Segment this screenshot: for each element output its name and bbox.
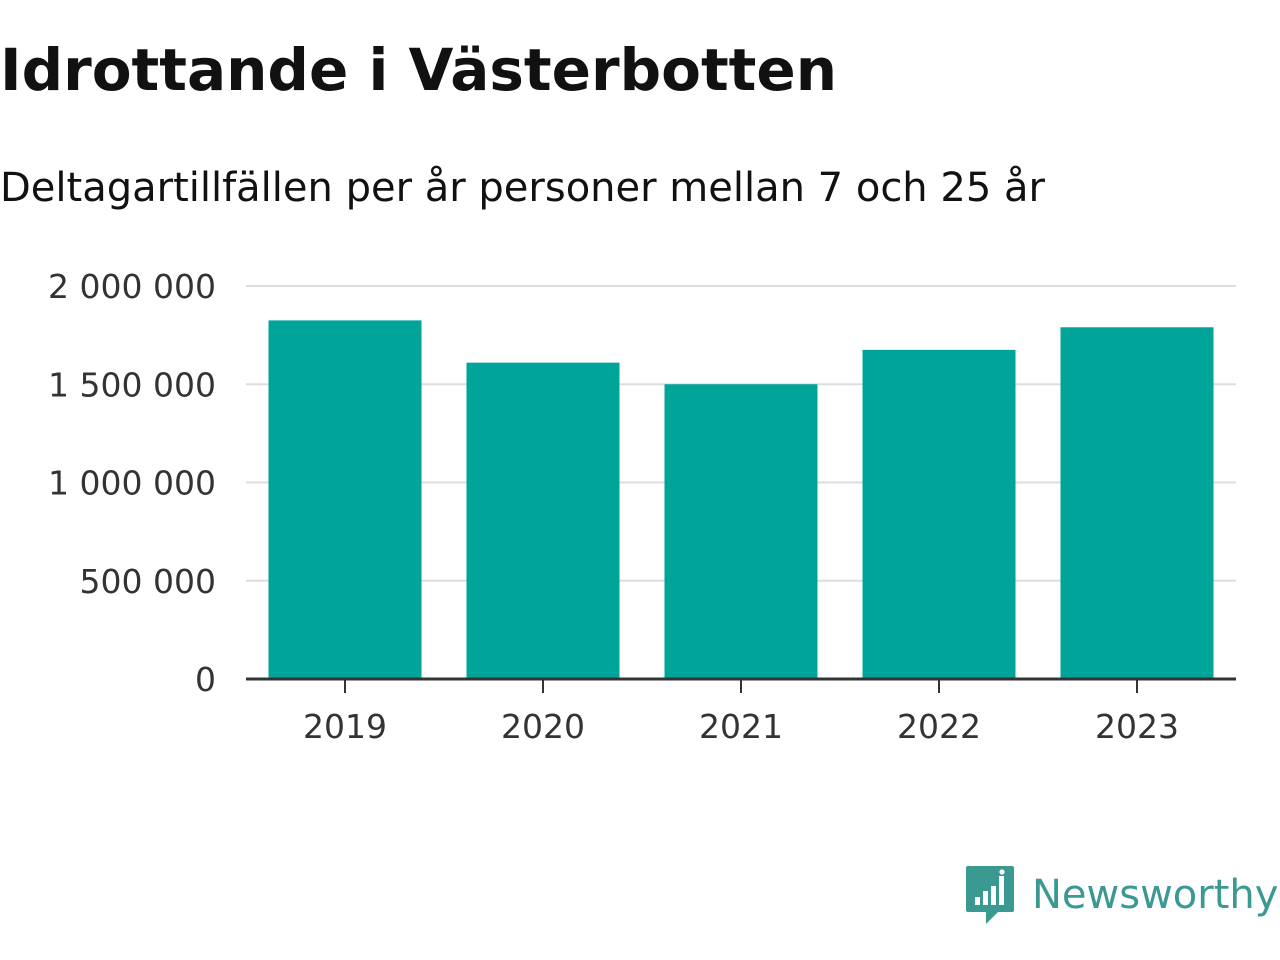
- y-tick-label: 1 000 000: [48, 464, 216, 503]
- brand-name: Newsworthy: [1032, 872, 1279, 918]
- y-tick-label: 500 000: [80, 562, 216, 601]
- y-tick-label: 2 000 000: [48, 267, 216, 306]
- bar-2021: [664, 384, 818, 679]
- newsworthy-logo: Newsworthy: [964, 864, 1278, 926]
- x-axis-labels: 2019 2020 2021 2022 2023: [303, 707, 1179, 746]
- chart-title: Idrottande i Västerbotten: [0, 36, 838, 104]
- y-tick-label: 0: [195, 660, 216, 699]
- x-tick-label: 2020: [501, 707, 585, 746]
- newsworthy-logo-icon: [966, 866, 1014, 924]
- x-axis: [246, 677, 1236, 693]
- x-tick-label: 2023: [1095, 707, 1179, 746]
- y-tick-label: 1 500 000: [48, 365, 216, 404]
- bars: [268, 320, 1214, 679]
- x-tick-label: 2019: [303, 707, 387, 746]
- bar-2022: [862, 349, 1016, 679]
- bar-2019: [268, 320, 422, 679]
- bar-2020: [466, 362, 620, 679]
- y-axis-labels: 0 500 000 1 000 000 1 500 000 2 000 000: [48, 267, 216, 699]
- bar-chart: 0 500 000 1 000 000 1 500 000 2 000 000 2019…: [48, 267, 1236, 746]
- x-tick-label: 2022: [897, 707, 981, 746]
- chart-subtitle: Deltagartillfällen per år personer mella…: [0, 165, 1045, 211]
- x-tick-label: 2021: [699, 707, 783, 746]
- bar-2023: [1060, 327, 1214, 679]
